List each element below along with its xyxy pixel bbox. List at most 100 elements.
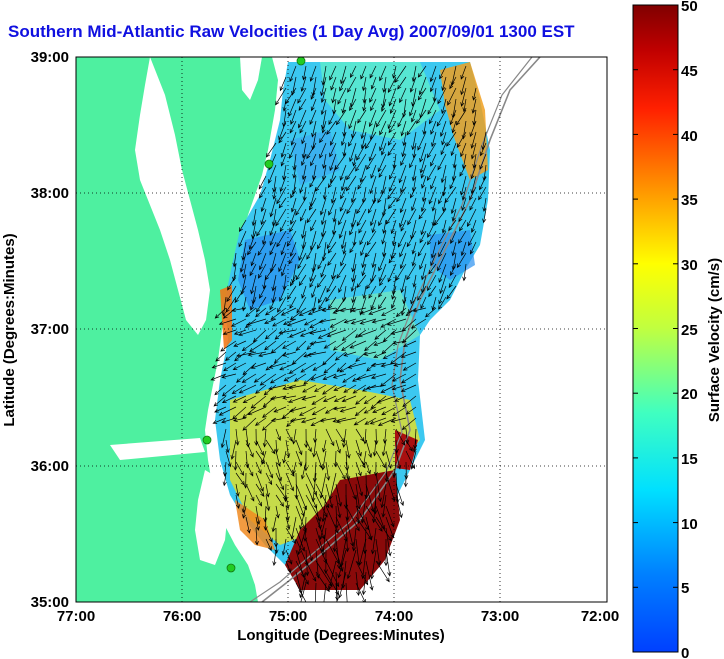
velocity-arrow [461, 186, 467, 201]
velocity-arrow [346, 164, 357, 181]
velocity-arrow [479, 153, 487, 170]
velocity-arrow [387, 263, 397, 283]
velocity-arrow [400, 153, 407, 167]
velocity-arrow [335, 582, 338, 602]
velocity-arrow [430, 241, 437, 259]
velocity-arrow [355, 582, 366, 602]
velocity-arrow [437, 230, 447, 246]
title-container: Southern Mid-Atlantic Raw Velocities (1 … [0, 0, 606, 50]
velocity-arrow [429, 65, 437, 83]
velocity-arrow [222, 329, 237, 336]
velocity-arrow [369, 87, 377, 103]
velocity-arrow [430, 175, 437, 190]
velocity-arrow [375, 450, 386, 469]
velocity-arrow [263, 384, 277, 396]
velocity-arrow [365, 461, 371, 475]
velocity-arrow [389, 164, 397, 180]
velocity-arrow [355, 494, 361, 525]
velocity-arrow [410, 186, 417, 199]
velocity-arrow [310, 219, 317, 232]
chesapeake-bay [135, 57, 210, 335]
radar-stations [202, 57, 306, 573]
velocity-arrow [359, 164, 367, 183]
velocity-arrow [470, 164, 477, 180]
velocity-arrow [303, 351, 317, 358]
velocity-arrow [402, 340, 417, 348]
velocity-arrow [400, 175, 407, 194]
velocity-arrow [368, 197, 377, 214]
velocity-arrow [460, 241, 467, 257]
velocity-arrow [470, 142, 477, 160]
velocity-arrow [330, 76, 337, 91]
velocity-arrow [265, 439, 276, 455]
velocity-arrow [394, 395, 407, 402]
velocity-arrow [480, 142, 487, 157]
velocity-arrow [405, 406, 417, 415]
velocity-arrow [392, 65, 397, 79]
velocity-arrow [349, 340, 367, 349]
velocity-arrow [241, 241, 247, 261]
colorbar-tick-label: 0 [681, 645, 689, 659]
velocity-arrow [380, 362, 397, 368]
velocity-arrow [221, 373, 237, 379]
velocity-arrow [317, 329, 337, 339]
velocity-arrow [338, 219, 347, 239]
velocity-arrow [446, 131, 457, 147]
velocity-arrow [255, 472, 264, 492]
radar-station-4 [226, 563, 236, 573]
velocity-arrow [336, 362, 347, 373]
colorbar-tick-label: 5 [681, 580, 689, 597]
y-tick-label: 39:00 [31, 49, 69, 66]
velocity-arrow [377, 153, 387, 173]
velocity-arrow [292, 164, 297, 179]
velocity-arrow [411, 241, 417, 255]
velocity-arrow [269, 395, 287, 401]
velocity-arrow [239, 252, 247, 273]
velocity-arrow [399, 197, 407, 214]
velocity-arrow [311, 120, 317, 138]
velocity-arrow [385, 516, 395, 539]
velocity-arrow [342, 142, 347, 157]
velocity-arrow [339, 406, 357, 413]
velocity-arrow [395, 307, 407, 318]
velocity-arrow [307, 307, 327, 316]
velocity-arrow [245, 516, 251, 534]
velocity-arrow [238, 384, 257, 394]
velocity-arrow [399, 252, 407, 270]
velocity-arrow [310, 87, 317, 100]
velocity-arrow [301, 285, 307, 299]
velocity-arrow [210, 373, 227, 381]
velocity-arrow [338, 208, 347, 226]
velocity-arrow [255, 307, 267, 318]
velocity-arrow [289, 307, 307, 321]
velocity-arrow [287, 285, 297, 300]
velocity-arrow [410, 109, 417, 123]
velocity-arrow [275, 450, 281, 467]
velocity-arrow [397, 230, 407, 248]
velocity-arrow [449, 76, 457, 90]
velocity-arrow [326, 120, 337, 135]
velocity-arrow [303, 373, 317, 385]
x-tick-label: 72:00 [581, 608, 619, 625]
map-layers [76, 57, 607, 602]
velocity-arrow [379, 65, 387, 82]
velocity-arrow [265, 494, 271, 512]
velocity-arrow [280, 307, 297, 316]
velocity-arrow [470, 131, 477, 149]
velocity-arrow [257, 241, 267, 256]
velocity-arrow [420, 164, 427, 179]
velocity-arrow [280, 142, 287, 158]
velocity-arrow [332, 527, 337, 553]
velocity-arrow [424, 307, 437, 318]
velocity-arrow [302, 384, 317, 393]
velocity-arrow [365, 516, 373, 541]
velocity-arrow [319, 516, 327, 541]
velocity-arrow [366, 274, 377, 290]
velocity-arrow [459, 219, 467, 232]
velocity-arrow [368, 142, 377, 162]
velocity-arrow [295, 340, 307, 351]
velocity-arrow [337, 87, 347, 105]
velocity-field-lowspeed-3 [290, 130, 340, 185]
velocity-arrow [305, 472, 317, 496]
velocity-arrow [283, 373, 297, 382]
